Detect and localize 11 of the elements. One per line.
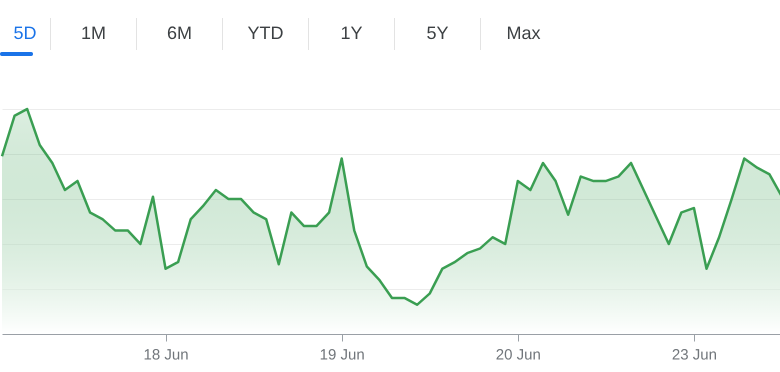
- text: Max: [480, 18, 566, 50]
- text: 6M: [136, 18, 222, 50]
- text: YTD: [222, 18, 308, 50]
- text: 5D: [12, 22, 38, 45]
- text: 1Y: [308, 18, 394, 50]
- x-tick-label: 20 Jun: [496, 346, 541, 364]
- text: 5Y: [394, 18, 480, 50]
- text: 1M: [50, 18, 136, 50]
- x-tick-label: 18 Jun: [144, 346, 189, 364]
- x-tick-label: 23 Jun: [672, 346, 717, 364]
- x-tick-label: 19 Jun: [320, 346, 365, 364]
